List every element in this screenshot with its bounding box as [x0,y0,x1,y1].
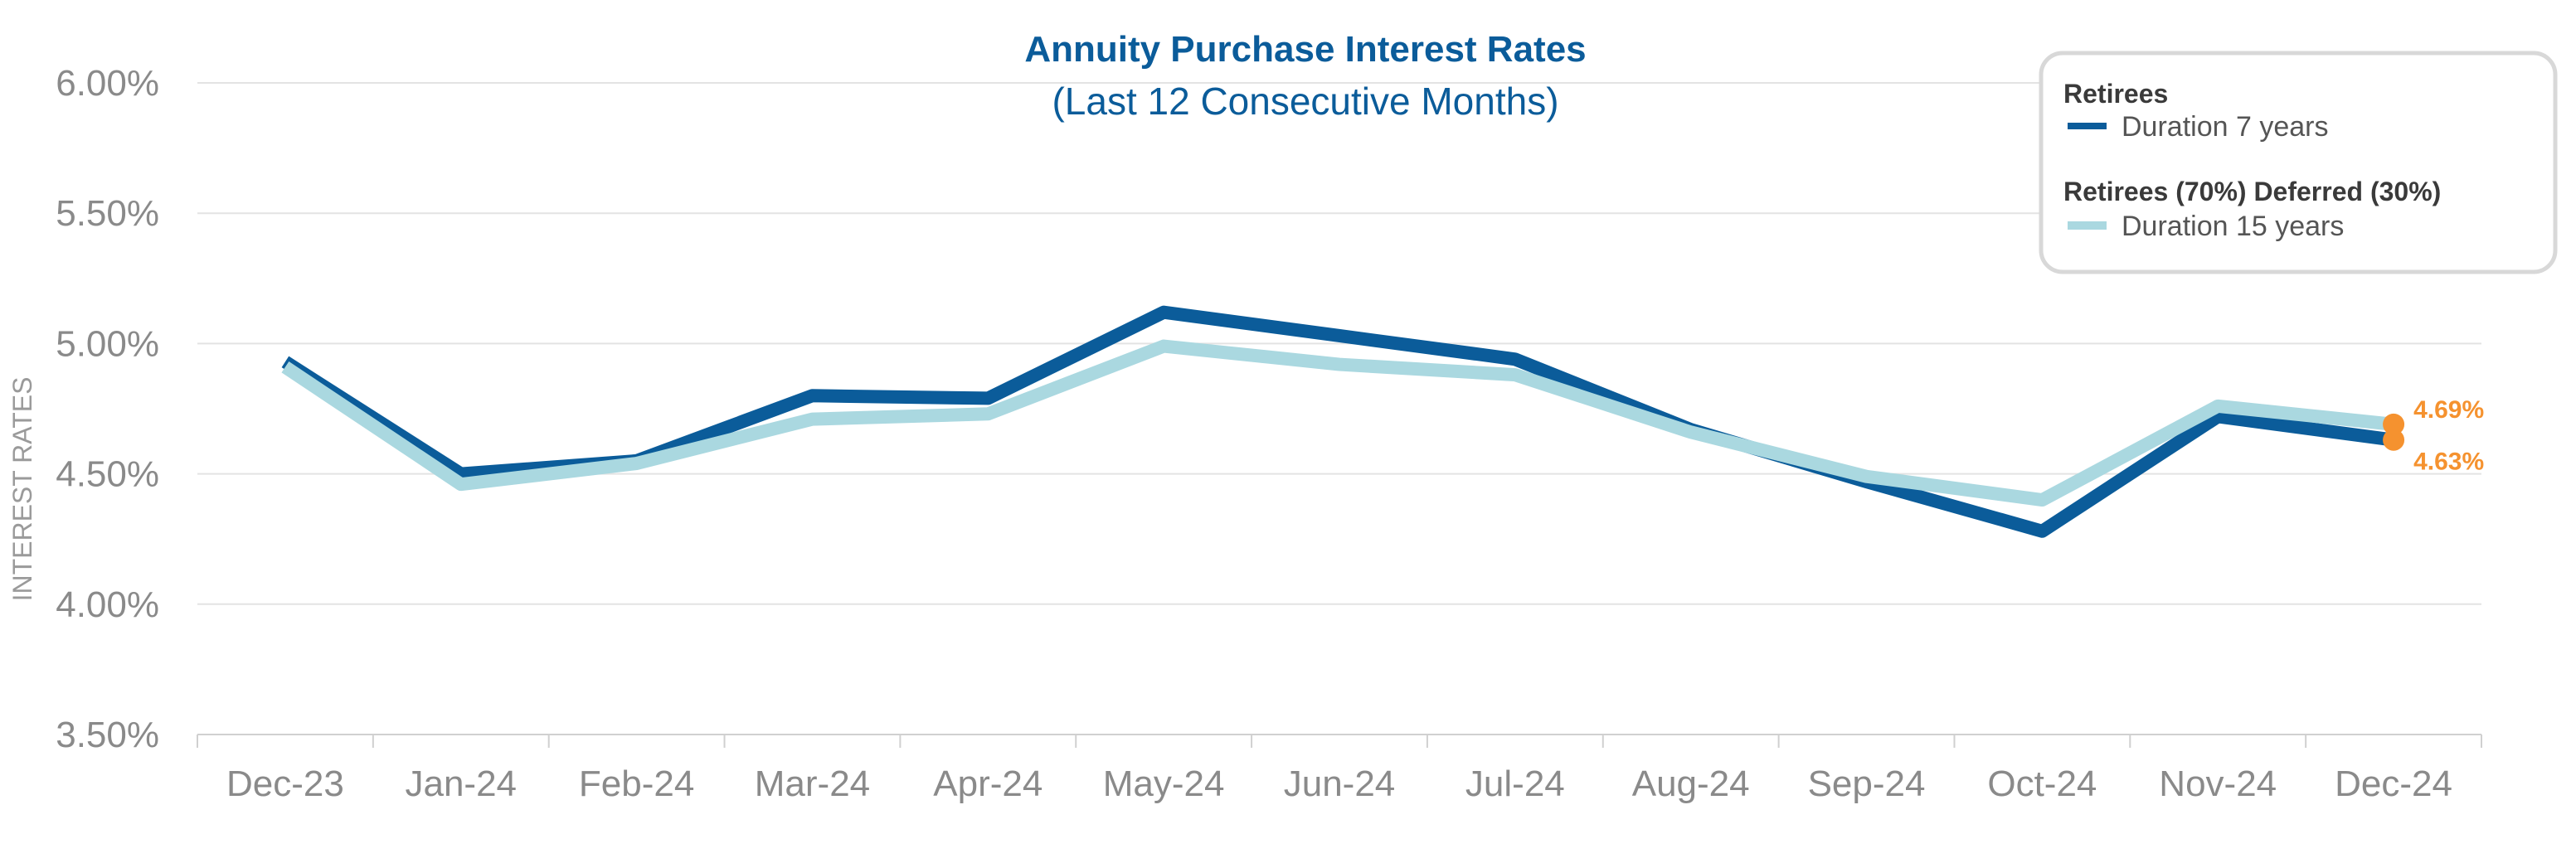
y-tick-label: 6.00% [56,63,159,104]
x-tick-label: May-24 [1103,764,1225,804]
x-axis [197,734,2482,748]
series-lines [281,305,2395,538]
x-tick-label: Oct-24 [1987,764,2097,804]
data-labels: 4.69% 4.63% [2383,396,2484,476]
series-line-duration-7 [281,305,2395,538]
x-tick-label: Apr-24 [933,764,1043,804]
x-axis-ticks: Dec-23 Jan-24 Feb-24 Mar-24 Apr-24 May-24 Jun-… [226,764,2452,804]
data-point-marker [2383,413,2405,435]
y-tick-label: 5.00% [56,323,159,364]
legend-group-2-title: Retirees (70%) Deferred (30%) [2063,177,2441,206]
x-tick-label: Nov-24 [2159,764,2277,804]
series-line-duration-15 [281,339,2394,507]
x-tick-label: Dec-23 [226,764,344,804]
data-point-marker [2383,429,2405,451]
data-label: 4.69% [2413,396,2484,424]
x-tick-label: Mar-24 [755,764,870,804]
legend: Retirees Duration 7 years Retirees (70%)… [2039,51,2558,274]
legend-item-duration-7: Duration 7 years [2122,111,2328,143]
y-axis-ticks: 6.00% 5.50% 5.00% 4.50% 4.00% 3.50% [56,63,159,755]
x-tick-label: Jan-24 [405,764,517,804]
x-tick-label: Sep-24 [1808,764,1926,804]
x-tick-label: Aug-24 [1632,764,1750,804]
x-tick-label: Dec-24 [2335,764,2452,804]
x-tick-label: Jul-24 [1465,764,1565,804]
data-label: 4.63% [2413,448,2484,476]
y-tick-label: 3.50% [56,715,159,755]
y-axis-label: INTEREST RATES [7,377,37,602]
y-tick-label: 4.50% [56,454,159,495]
y-tick-label: 4.00% [56,584,159,625]
chart-subtitle: (Last 12 Consecutive Months) [1052,80,1558,123]
x-tick-label: Feb-24 [579,764,694,804]
x-tick-label: Jun-24 [1284,764,1396,804]
legend-box [2039,51,2558,274]
legend-item-duration-15: Duration 15 years [2122,211,2344,242]
chart-title: Annuity Purchase Interest Rates [1024,29,1586,70]
legend-group-1-title: Retirees [2063,79,2168,109]
y-tick-label: 5.50% [56,193,159,234]
